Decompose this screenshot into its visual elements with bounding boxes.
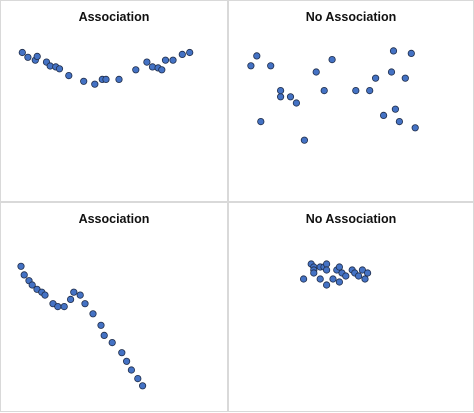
scatter-point (300, 136, 309, 144)
chart-panel-1: Association (0, 0, 228, 202)
scatter-point (407, 49, 415, 58)
scatter-point (253, 52, 261, 60)
scatter-point (286, 93, 295, 101)
scatter-point (310, 269, 318, 277)
scatter-point (132, 66, 140, 74)
scatter-point (115, 75, 123, 84)
scatter-point (76, 291, 84, 299)
scatter-point (372, 74, 380, 82)
scatter-point (108, 339, 116, 347)
scatter-point (60, 303, 68, 311)
scatter-point (389, 47, 398, 55)
chart-title-1: Association (78, 10, 150, 24)
scatter-point (24, 53, 32, 61)
scatter-point (364, 269, 372, 277)
scatter-point (100, 331, 108, 339)
scatter-point (89, 310, 97, 318)
scatter-point (267, 62, 275, 70)
scatter-point (80, 77, 88, 85)
scatter-point (380, 111, 388, 120)
scatter-point (97, 321, 105, 329)
scatter-plot-3 (17, 262, 147, 390)
scatter-point (169, 56, 177, 64)
scatter-point (65, 72, 73, 80)
scatter-point (55, 65, 64, 73)
scatter-point (41, 291, 49, 299)
scatter-point (391, 105, 399, 113)
scatter-point (316, 275, 324, 283)
scatter-point (20, 271, 28, 279)
scatter-point (335, 278, 344, 286)
scatter-point (323, 266, 331, 274)
scatter-point (178, 50, 186, 59)
scatter-point (366, 87, 374, 95)
scatter-point (134, 375, 142, 383)
scatter-point (123, 357, 131, 365)
scatter-plot-1 (18, 48, 194, 88)
scatter-point (70, 288, 78, 296)
scatter-point (247, 62, 255, 70)
scatter-point (276, 93, 285, 101)
scatter-point (358, 266, 366, 274)
scatter-point (186, 48, 194, 57)
chart-title-2: No Association (305, 10, 397, 24)
scatter-point (143, 58, 151, 66)
scatter-point (257, 118, 265, 126)
scatter-plot-2 (247, 47, 419, 144)
scatter-point (387, 68, 396, 76)
scatter-point (33, 52, 41, 61)
scatter-point (320, 87, 328, 95)
scatter-point (323, 260, 331, 268)
scatter-point (300, 275, 308, 283)
scatter-point (139, 382, 147, 390)
scatter-plot-4 (300, 260, 372, 289)
scatter-point (118, 349, 126, 357)
scatter-point (395, 118, 403, 126)
scatter-point (127, 366, 135, 374)
scatter-point (18, 48, 26, 57)
scatter-point (81, 300, 89, 308)
scatter-point (158, 66, 166, 74)
scatter-point (54, 303, 62, 311)
scatter-point (17, 262, 25, 270)
scatter-point (91, 80, 99, 88)
scatter-point (329, 275, 337, 283)
chart-panel-2: No Association (228, 0, 474, 202)
chart-panel-4: No Association (228, 202, 474, 412)
scatter-point (352, 87, 360, 95)
scatter-point (161, 56, 170, 64)
scatter-point (361, 275, 369, 283)
scatter-point (28, 281, 36, 289)
chart-panel-3: Association (0, 202, 228, 412)
scatter-point (276, 87, 285, 95)
scatter-point (312, 68, 320, 76)
chart-title-4: No Association (305, 212, 397, 226)
chart-title-3: Association (78, 212, 150, 226)
scatter-point (411, 124, 419, 132)
scatter-point (328, 55, 336, 64)
scatter-point (335, 263, 344, 271)
scatter-point (401, 74, 409, 82)
scatter-point (102, 75, 110, 84)
scatter-point (355, 272, 363, 280)
scatter-point (67, 295, 75, 304)
scatter-point (292, 99, 301, 107)
scatter-point (323, 281, 331, 289)
scatter-point (342, 272, 350, 280)
